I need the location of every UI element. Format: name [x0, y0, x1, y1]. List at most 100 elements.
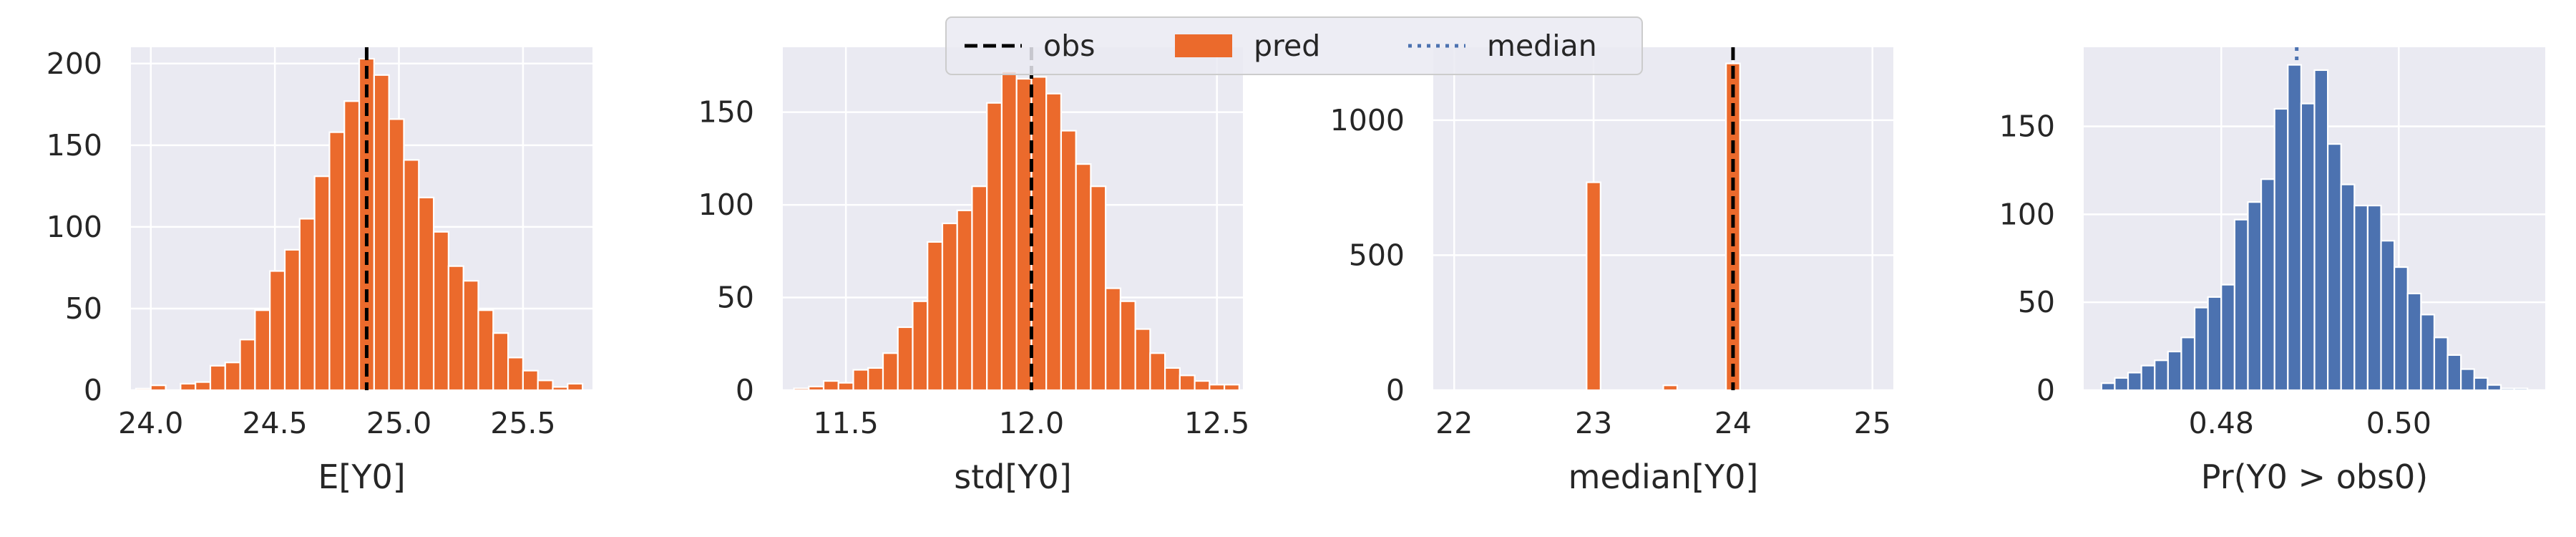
histogram-bar [986, 102, 1003, 392]
histogram-bar [343, 100, 361, 392]
histogram-bar [1090, 185, 1107, 392]
x-tick-label: 25.0 [366, 406, 431, 440]
y-tick-label: 100 [1999, 197, 2055, 231]
histogram-bar [2420, 314, 2436, 392]
histogram-bar [897, 326, 914, 392]
y-tick-label: 0 [84, 373, 102, 407]
x-tick-label: 12.5 [1184, 406, 1249, 440]
x-tick-label: 11.5 [814, 406, 879, 440]
x-tick-label: 0.48 [2189, 406, 2254, 440]
histogram-bar [1030, 76, 1048, 392]
x-axis-label: median[Y0] [1568, 458, 1759, 496]
histogram-bar [2406, 292, 2422, 392]
x-tick-label: 25 [1854, 406, 1891, 440]
x-tick-label: 24 [1714, 406, 1752, 440]
y-tick-label: 150 [47, 128, 102, 163]
histogram-bar [2100, 382, 2116, 392]
histogram-bar [2327, 143, 2342, 392]
histogram-bar [507, 357, 525, 392]
histogram-bar [432, 231, 449, 392]
histogram-bar [150, 384, 167, 392]
histogram-bar [552, 386, 569, 392]
y-tick-label: 0 [736, 373, 754, 407]
histogram-bar [1179, 374, 1196, 392]
histogram-bars [793, 70, 1240, 392]
histogram-bar [135, 387, 152, 392]
histogram-bar [2433, 337, 2449, 392]
histogram-bar [462, 280, 479, 392]
x-axis-label: Pr(Y0 > obs0) [2201, 458, 2428, 496]
histogram-bar [224, 362, 241, 392]
subplot-3: 22 23 24 25 0 500 1000 median[Y0] [1330, 47, 1893, 496]
histogram-bar [882, 352, 899, 392]
histogram-bar [254, 309, 271, 392]
histogram-bar [1045, 92, 1063, 392]
histogram-bar [941, 222, 958, 392]
histogram-bar [418, 196, 435, 392]
histogram-bar [2340, 183, 2356, 392]
y-tick-label: 200 [47, 47, 102, 81]
histogram-bar [912, 300, 929, 392]
x-tick-label: 23 [1575, 406, 1612, 440]
y-tick-label: 50 [65, 291, 102, 326]
histogram-bar [403, 159, 420, 392]
x-tick-label: 22 [1435, 406, 1473, 440]
histogram-bar [1662, 384, 1679, 392]
histogram-bar [195, 381, 212, 392]
histogram-bar [2487, 384, 2502, 392]
histogram-bar [283, 248, 301, 392]
y-tick-label: 150 [1999, 110, 2055, 144]
histogram-bar [2247, 201, 2263, 392]
histogram-bar [2473, 377, 2489, 392]
subplot-2: 11.5 12.0 12.5 0 50 100 150 std[Y0] [698, 47, 1249, 496]
legend-label: median [1487, 29, 1597, 63]
histogram-bar [209, 364, 226, 392]
legend-frame [945, 16, 1643, 75]
histogram-bar [1015, 77, 1033, 392]
legend-label: obs [1043, 29, 1095, 63]
y-tick-label: 50 [717, 281, 754, 315]
histogram-bar [1105, 287, 1121, 392]
histogram-bar [2499, 387, 2515, 392]
histogram-bar [447, 265, 464, 392]
x-tick-label: 0.50 [2366, 406, 2431, 440]
histogram-bar [1060, 130, 1077, 392]
legend-label: pred [1254, 29, 1320, 63]
histogram-bar [2220, 284, 2235, 392]
legend-item-pred: pred [1175, 29, 1320, 63]
histogram-bar [313, 175, 331, 392]
histogram-bar [1000, 70, 1018, 392]
histogram-bar [2193, 306, 2209, 392]
y-tick-label: 0 [2036, 373, 2055, 407]
histogram-bar [2353, 204, 2369, 392]
histogram-bar [837, 382, 854, 392]
histogram-bar [1223, 384, 1240, 392]
histogram-bar [2394, 266, 2409, 392]
histogram-bar [2460, 368, 2475, 392]
subplot-4: 0.48 0.50 0 50 100 150 Pr(Y0 > obs0) [1999, 47, 2545, 496]
histogram-bar [2446, 354, 2462, 392]
legend: obs pred median [945, 16, 1643, 75]
histogram-bar [1134, 328, 1151, 392]
histogram-bar [2154, 359, 2169, 392]
histogram-bar [822, 379, 839, 392]
subplot-1: 24.0 24.5 25.0 25.5 0 50 100 150 200 E[Y0] [47, 47, 592, 496]
histogram-bar [2167, 350, 2182, 392]
histogram-bar [180, 382, 197, 392]
x-axis-label: E[Y0] [318, 458, 405, 496]
histogram-bar [2260, 178, 2275, 392]
histogram-bar [1119, 300, 1136, 392]
x-tick-label: 24.0 [118, 406, 183, 440]
histogram-bar [2287, 64, 2302, 392]
histogram-bar [2300, 102, 2316, 392]
histogram-bar [2366, 204, 2382, 392]
histogram-bar [537, 379, 554, 392]
y-tick-label: 100 [47, 210, 102, 244]
histogram-bar [2207, 296, 2223, 392]
histogram-bar [1586, 181, 1601, 392]
histogram-bar [2513, 387, 2529, 392]
histogram-bar [1149, 352, 1166, 392]
histogram-bar [269, 270, 286, 392]
y-tick-label: 100 [698, 188, 754, 222]
